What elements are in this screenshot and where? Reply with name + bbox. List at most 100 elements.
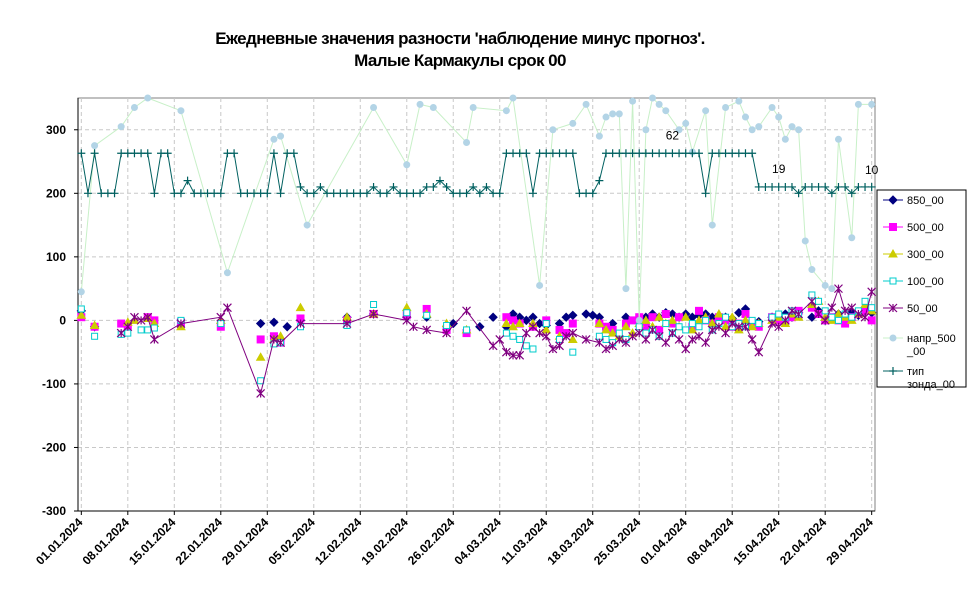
data-point — [269, 335, 279, 344]
series-layer — [76, 94, 877, 398]
data-point — [661, 310, 670, 319]
data-point — [435, 176, 444, 185]
annotation-label: 10 — [865, 163, 879, 177]
data-point — [827, 189, 836, 198]
y-tick-label: -200 — [42, 440, 66, 454]
data-point — [535, 328, 545, 338]
data-point — [568, 319, 577, 328]
data-point — [89, 320, 100, 329]
data-point — [176, 189, 185, 198]
data-point — [848, 313, 856, 321]
data-point — [561, 331, 571, 341]
data-point — [143, 312, 153, 322]
legend: 850_00 500_00 300_00 100_00 50_00 напр_500 _00… — [876, 189, 967, 391]
data-point — [601, 324, 611, 334]
data-point — [741, 113, 749, 121]
data-point — [827, 303, 837, 313]
data-point — [687, 335, 697, 344]
data-point — [76, 310, 87, 319]
data-point — [309, 189, 318, 198]
legend-label: 850_00 — [907, 195, 944, 207]
data-point — [702, 316, 710, 324]
y-tick-label: -100 — [42, 377, 66, 391]
data-point — [130, 312, 139, 322]
legend-label-line: тип — [907, 366, 924, 378]
data-point — [369, 182, 378, 191]
data-point — [501, 318, 512, 328]
data-point — [177, 107, 185, 115]
legend-marker — [888, 248, 898, 258]
legend-label: 300_00 — [907, 249, 944, 261]
data-point — [508, 321, 518, 331]
data-point — [708, 221, 716, 229]
x-tick-label: 08.04.2024 — [684, 515, 737, 568]
data-point — [588, 189, 597, 198]
data-point — [602, 113, 610, 121]
data-point — [861, 297, 869, 305]
x-tick-label: 18.03.2024 — [544, 515, 597, 568]
data-point — [502, 107, 510, 115]
data-point — [794, 189, 803, 198]
data-point — [230, 149, 239, 158]
data-point — [556, 335, 564, 343]
data-point — [675, 323, 683, 331]
data-point — [176, 319, 186, 328]
data-point — [795, 126, 803, 134]
data-point — [569, 119, 577, 127]
data-point — [841, 182, 850, 191]
data-point — [296, 182, 305, 191]
y-tick-label: 100 — [46, 250, 66, 264]
data-point — [296, 319, 305, 328]
data-point — [143, 149, 152, 158]
data-point — [144, 326, 152, 334]
data-point — [463, 138, 471, 146]
data-point — [674, 335, 684, 344]
legend-label: 50_00 — [907, 303, 938, 315]
data-point — [502, 329, 510, 337]
data-point — [602, 335, 610, 343]
data-point — [303, 221, 311, 229]
data-point — [541, 331, 551, 341]
data-point — [495, 189, 504, 198]
data-point — [681, 344, 691, 354]
data-point — [621, 321, 631, 331]
data-point — [423, 311, 431, 319]
data-point — [83, 189, 92, 198]
data-point — [382, 189, 391, 198]
data-point — [747, 321, 757, 331]
data-point — [416, 100, 424, 108]
data-point — [276, 338, 285, 348]
data-point — [429, 182, 438, 191]
data-point — [256, 389, 266, 398]
data-point — [649, 94, 657, 102]
chart-title: Ежедневные значения разности 'наблюдение… — [215, 29, 705, 48]
data-point — [595, 176, 604, 185]
legend-marker — [888, 303, 898, 313]
data-point — [667, 315, 678, 324]
data-point — [522, 342, 530, 350]
data-point — [282, 322, 292, 332]
data-point — [748, 316, 756, 324]
data-point — [442, 182, 451, 191]
data-point — [741, 322, 750, 332]
data-point — [216, 312, 226, 322]
data-point — [629, 97, 637, 105]
data-point — [662, 107, 670, 115]
data-point — [714, 309, 724, 318]
data-point — [755, 320, 763, 328]
data-point — [675, 313, 684, 322]
data-point — [735, 97, 743, 105]
x-tick-label: 11.03.2024 — [498, 515, 550, 567]
x-tick-label: 19.02.2024 — [359, 515, 412, 568]
data-point — [549, 126, 557, 134]
data-point — [747, 335, 757, 344]
data-point — [521, 315, 532, 326]
data-point — [840, 306, 850, 316]
data-point — [662, 320, 670, 328]
x-tick-label: 29.01.2024 — [219, 515, 272, 568]
legend-box — [876, 189, 967, 388]
data-point — [77, 149, 86, 158]
legend-marker — [889, 223, 897, 231]
data-point — [117, 319, 126, 328]
